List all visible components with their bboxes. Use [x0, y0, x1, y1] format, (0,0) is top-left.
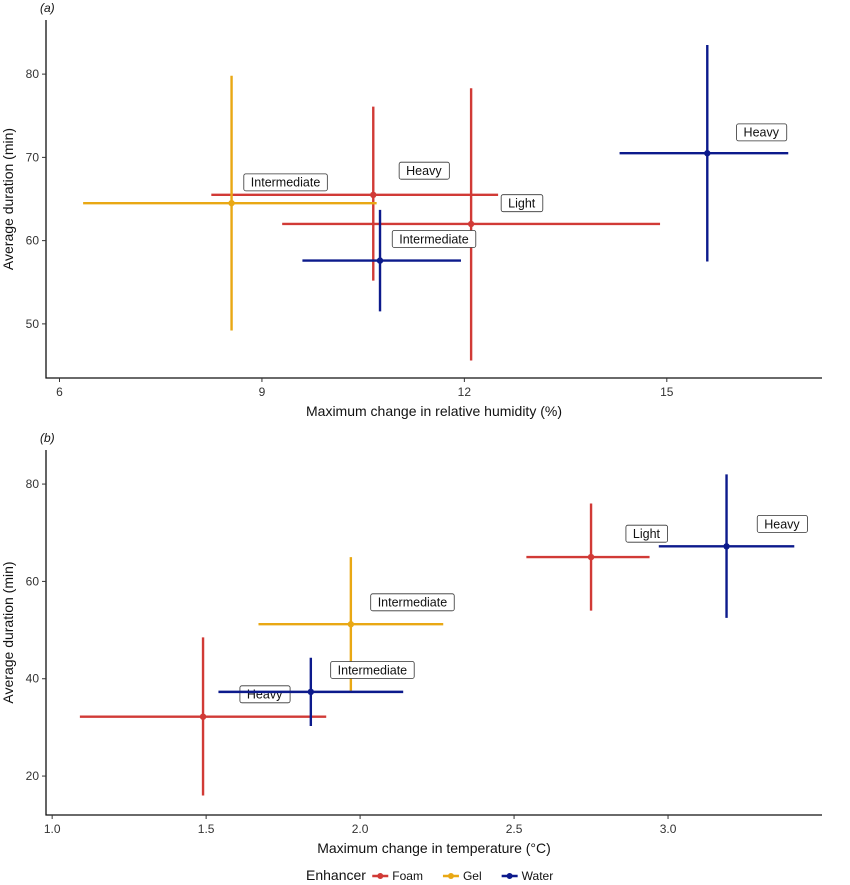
- y-tick-label: 70: [26, 150, 40, 164]
- legend-label: Gel: [463, 869, 482, 883]
- label-box: [736, 123, 788, 142]
- legend-entry-gel: Gel: [442, 869, 482, 883]
- point-marker: [307, 688, 315, 696]
- x-tick-label: 12: [458, 385, 472, 399]
- legend-key-dot: [377, 873, 384, 879]
- label-text: Light: [508, 196, 536, 210]
- label-text: Heavy: [406, 164, 442, 178]
- y-tick-label: 50: [26, 317, 40, 331]
- legend-key-dot: [447, 873, 454, 879]
- label-text: Intermediate: [378, 596, 448, 610]
- label-box: [500, 194, 544, 213]
- label-box: [625, 524, 668, 543]
- point-label: Heavy: [736, 123, 788, 142]
- label-box: [370, 593, 455, 612]
- y-axis-title: Average duration (min): [0, 561, 16, 703]
- data-point-foam-heavy: Heavy: [79, 637, 327, 796]
- data-point-water-heavy: Heavy: [619, 44, 789, 262]
- x-tick-label: 3.0: [660, 822, 677, 836]
- legend-entry-water: Water: [501, 869, 554, 883]
- label-text: Heavy: [247, 688, 283, 702]
- data-point-gel-intermediate: Intermediate: [83, 75, 377, 331]
- panel-label: (b): [40, 431, 55, 445]
- data-point-water-heavy: Heavy: [658, 474, 808, 618]
- y-tick-label: 60: [26, 574, 40, 588]
- y-tick-label: 20: [26, 769, 40, 783]
- label-box: [243, 173, 328, 192]
- panel-a: (a) 50 60 70 80 6 9 12 15 Maximum change in relat…: [0, 1, 822, 419]
- point-label: Heavy: [239, 685, 291, 704]
- y-tick-label: 80: [26, 67, 40, 81]
- label-text: Heavy: [744, 126, 780, 140]
- point-marker: [467, 220, 475, 228]
- label-box: [330, 661, 415, 679]
- x-tick-label: 1.0: [44, 822, 61, 836]
- x-axis-title: Maximum change in relative humidity (%): [306, 403, 562, 419]
- point-marker: [370, 191, 377, 199]
- point-marker: [228, 199, 235, 207]
- point-label: Heavy: [398, 161, 450, 180]
- label-box: [756, 515, 808, 533]
- data-point-foam-heavy: Heavy: [211, 106, 499, 281]
- label-box: [398, 161, 450, 180]
- point-label: Heavy: [756, 515, 808, 533]
- point-marker: [347, 621, 355, 628]
- data-point-foam-light: Light: [526, 503, 668, 611]
- legend-key-dot: [506, 873, 513, 879]
- label-text: Heavy: [764, 517, 800, 531]
- label-text: Intermediate: [399, 232, 469, 246]
- panel-label: (a): [40, 1, 55, 15]
- y-tick-label: 40: [26, 672, 40, 686]
- point-label: Intermediate: [243, 173, 328, 192]
- y-tick-label: 80: [26, 477, 40, 491]
- x-tick-label: 15: [660, 385, 674, 399]
- x-tick-label: 9: [259, 385, 266, 399]
- label-text: Intermediate: [338, 663, 408, 677]
- point-label: Intermediate: [330, 661, 415, 679]
- label-box: [239, 685, 291, 704]
- point-marker: [199, 713, 207, 720]
- y-tick-label: 60: [26, 234, 40, 248]
- legend: Enhancer Foam Gel Water: [306, 867, 553, 883]
- data-point-foam-light: Light: [282, 88, 661, 361]
- legend-entry-foam: Foam: [372, 869, 423, 883]
- data-point-water-intermediate: Intermediate: [302, 209, 477, 312]
- x-tick-label: 2.0: [352, 822, 369, 836]
- point-marker: [587, 553, 595, 561]
- x-tick-label: 2.5: [506, 822, 523, 836]
- label-text: Light: [633, 527, 661, 541]
- label-box: [391, 230, 477, 248]
- panel-b: (b) 20 40 60 80 1.0 1.5 2.0 2.5 3.0 Maximum change…: [0, 431, 822, 856]
- point-label: Light: [625, 524, 668, 543]
- y-axis-title: Average duration (min): [0, 128, 16, 270]
- x-tick-label: 6: [56, 385, 63, 399]
- legend-title: Enhancer: [306, 867, 366, 883]
- label-text: Intermediate: [251, 176, 321, 190]
- point-label: Intermediate: [370, 593, 455, 612]
- legend-label: Foam: [392, 869, 423, 883]
- point-label: Intermediate: [391, 230, 477, 248]
- point-label: Light: [500, 194, 544, 213]
- point-marker: [723, 543, 730, 550]
- x-tick-label: 1.5: [198, 822, 215, 836]
- legend-label: Water: [522, 869, 554, 883]
- x-axis-title: Maximum change in temperature (°C): [317, 840, 551, 856]
- point-marker: [376, 257, 384, 264]
- data-point-water-intermediate: Intermediate: [218, 657, 415, 726]
- point-marker: [704, 150, 711, 157]
